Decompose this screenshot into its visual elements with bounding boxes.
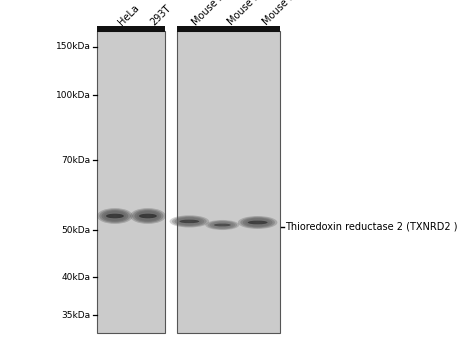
Ellipse shape: [106, 212, 124, 220]
Text: 100kDa: 100kDa: [56, 91, 90, 100]
Ellipse shape: [177, 217, 202, 225]
Ellipse shape: [179, 218, 199, 225]
Ellipse shape: [104, 211, 126, 221]
Ellipse shape: [255, 222, 260, 223]
Ellipse shape: [113, 215, 117, 217]
Ellipse shape: [101, 210, 128, 222]
Text: Mouse spleen: Mouse spleen: [226, 0, 281, 27]
Ellipse shape: [248, 219, 268, 226]
Text: 293T: 293T: [148, 3, 173, 27]
Ellipse shape: [250, 220, 265, 225]
Ellipse shape: [170, 215, 209, 228]
Text: 150kDa: 150kDa: [56, 42, 90, 51]
Ellipse shape: [238, 216, 277, 229]
Ellipse shape: [214, 224, 231, 226]
Ellipse shape: [172, 216, 207, 227]
Ellipse shape: [211, 222, 233, 228]
Ellipse shape: [185, 220, 195, 223]
Ellipse shape: [218, 224, 227, 226]
Ellipse shape: [141, 213, 154, 219]
Text: Mouse kidney: Mouse kidney: [261, 0, 316, 27]
Ellipse shape: [146, 215, 150, 217]
Ellipse shape: [179, 220, 199, 223]
Text: 40kDa: 40kDa: [61, 273, 90, 282]
Text: Thioredoxin reductase 2 (TXNRD2 ): Thioredoxin reductase 2 (TXNRD2 ): [285, 222, 457, 232]
Ellipse shape: [210, 221, 235, 229]
Text: 35kDa: 35kDa: [61, 310, 90, 320]
Text: HeLa: HeLa: [116, 2, 141, 27]
Ellipse shape: [205, 220, 239, 230]
Ellipse shape: [97, 208, 133, 224]
Ellipse shape: [240, 217, 275, 228]
Ellipse shape: [130, 208, 166, 224]
Ellipse shape: [182, 219, 197, 224]
Ellipse shape: [214, 222, 231, 228]
Ellipse shape: [137, 211, 159, 221]
Bar: [177, 31, 280, 333]
Ellipse shape: [143, 214, 153, 218]
Ellipse shape: [245, 219, 270, 226]
Ellipse shape: [139, 213, 157, 219]
Ellipse shape: [207, 221, 237, 229]
Ellipse shape: [135, 210, 161, 222]
Ellipse shape: [106, 213, 124, 219]
Ellipse shape: [108, 213, 122, 219]
Ellipse shape: [187, 221, 192, 222]
Bar: [97, 26, 165, 32]
Ellipse shape: [132, 209, 163, 223]
Text: 70kDa: 70kDa: [61, 156, 90, 165]
Ellipse shape: [174, 217, 204, 226]
Ellipse shape: [252, 221, 263, 224]
Bar: [97, 31, 165, 333]
Ellipse shape: [220, 224, 224, 226]
Ellipse shape: [216, 223, 228, 227]
Text: 50kDa: 50kDa: [61, 226, 90, 235]
Ellipse shape: [110, 214, 120, 218]
Ellipse shape: [243, 217, 272, 228]
Ellipse shape: [139, 212, 157, 220]
Bar: [177, 26, 280, 32]
Ellipse shape: [99, 209, 130, 223]
Text: Mouse liver: Mouse liver: [191, 0, 237, 27]
Ellipse shape: [248, 221, 268, 224]
